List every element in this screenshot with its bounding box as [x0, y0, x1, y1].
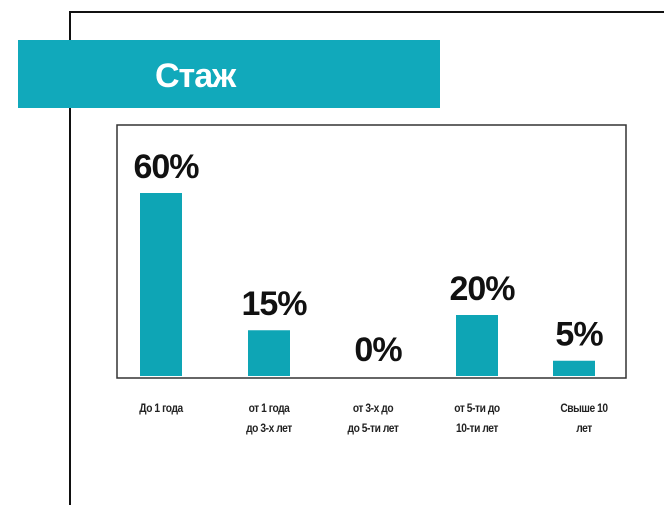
value-label: 0% — [354, 331, 402, 369]
category-label: от 3-х до до 5-ти лет — [347, 401, 399, 435]
value-label: 15% — [241, 285, 307, 323]
value-label: 20% — [449, 270, 515, 308]
plot-frame — [116, 124, 627, 379]
bar — [553, 360, 595, 376]
value-label: 5% — [555, 316, 603, 354]
category-label: от 5-ти до 10-ти лет — [454, 401, 500, 435]
bar — [248, 330, 290, 376]
bar — [140, 193, 182, 376]
value-label: 60% — [133, 148, 199, 186]
category-label: Свыше 10 лет — [560, 401, 608, 435]
title-banner — [18, 40, 440, 108]
category-label: от 1 года до 3-х лет — [246, 401, 292, 435]
chart-title: Стаж — [155, 57, 237, 95]
category-label: До 1 года — [139, 401, 183, 415]
bar — [456, 315, 498, 376]
